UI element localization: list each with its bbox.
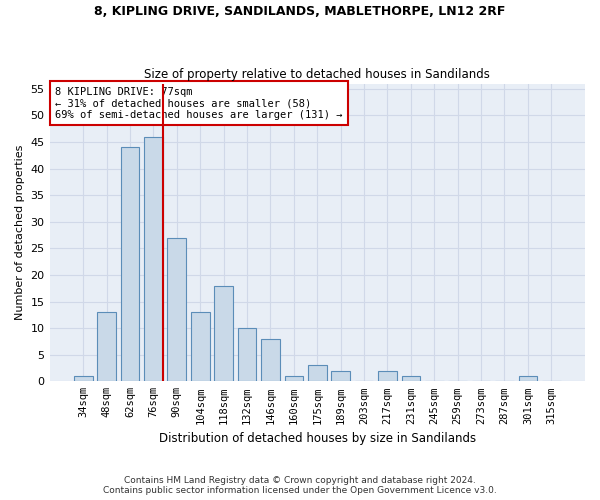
Bar — [238, 328, 256, 382]
Bar — [308, 366, 326, 382]
Bar — [97, 312, 116, 382]
Bar — [401, 376, 420, 382]
X-axis label: Distribution of detached houses by size in Sandilands: Distribution of detached houses by size … — [159, 432, 476, 445]
Bar — [378, 370, 397, 382]
Bar — [284, 376, 303, 382]
Bar — [191, 312, 209, 382]
Bar — [74, 376, 92, 382]
Text: 8, KIPLING DRIVE, SANDILANDS, MABLETHORPE, LN12 2RF: 8, KIPLING DRIVE, SANDILANDS, MABLETHORP… — [94, 5, 506, 18]
Bar — [144, 136, 163, 382]
Bar — [167, 238, 186, 382]
Bar — [261, 339, 280, 382]
Bar — [214, 286, 233, 382]
Bar — [331, 370, 350, 382]
Text: 8 KIPLING DRIVE: 77sqm
← 31% of detached houses are smaller (58)
69% of semi-det: 8 KIPLING DRIVE: 77sqm ← 31% of detached… — [55, 86, 343, 120]
Text: Contains HM Land Registry data © Crown copyright and database right 2024.
Contai: Contains HM Land Registry data © Crown c… — [103, 476, 497, 495]
Bar — [518, 376, 537, 382]
Y-axis label: Number of detached properties: Number of detached properties — [15, 144, 25, 320]
Bar — [121, 148, 139, 382]
Title: Size of property relative to detached houses in Sandilands: Size of property relative to detached ho… — [145, 68, 490, 81]
